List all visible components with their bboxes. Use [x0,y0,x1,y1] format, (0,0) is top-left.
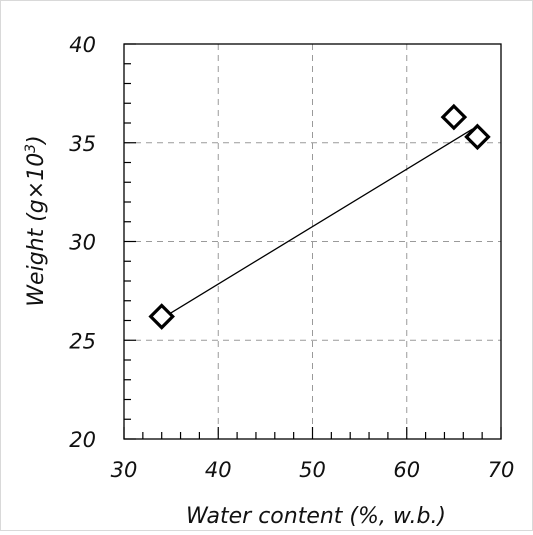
y-axis-label-close: ) [24,135,49,146]
x-tick-label: 40 [205,458,232,482]
x-tick-label: 50 [299,458,326,482]
y-axis-label-main: Weight (g×10 [24,153,49,307]
x-tick-label: 60 [393,458,420,482]
data-point-diamond [148,303,175,330]
plot-area-border [123,43,502,440]
y-axis-label: Weight (g×103) [23,135,49,306]
y-tick-label: 25 [69,329,96,353]
grid-lines [124,44,501,439]
y-tick-label: 20 [69,428,96,452]
x-axis-label: Water content (%, w.b.) [186,504,446,529]
data-point-diamond [464,123,491,151]
x-tick-label: 30 [111,458,138,482]
y-tick-label: 30 [69,231,96,255]
y-tick-labels: 20 25 30 35 40 [69,33,96,452]
x-tick-label: 70 [488,458,515,482]
data-points [148,103,491,330]
y-axis-label-exponent: 3 [23,144,39,153]
data-point-diamond [440,103,468,131]
x-tick-labels: 30 40 50 60 70 [111,458,515,482]
y-tick-label: 40 [69,33,96,57]
y-tick-label: 35 [69,132,96,156]
trend-line [161,128,474,320]
